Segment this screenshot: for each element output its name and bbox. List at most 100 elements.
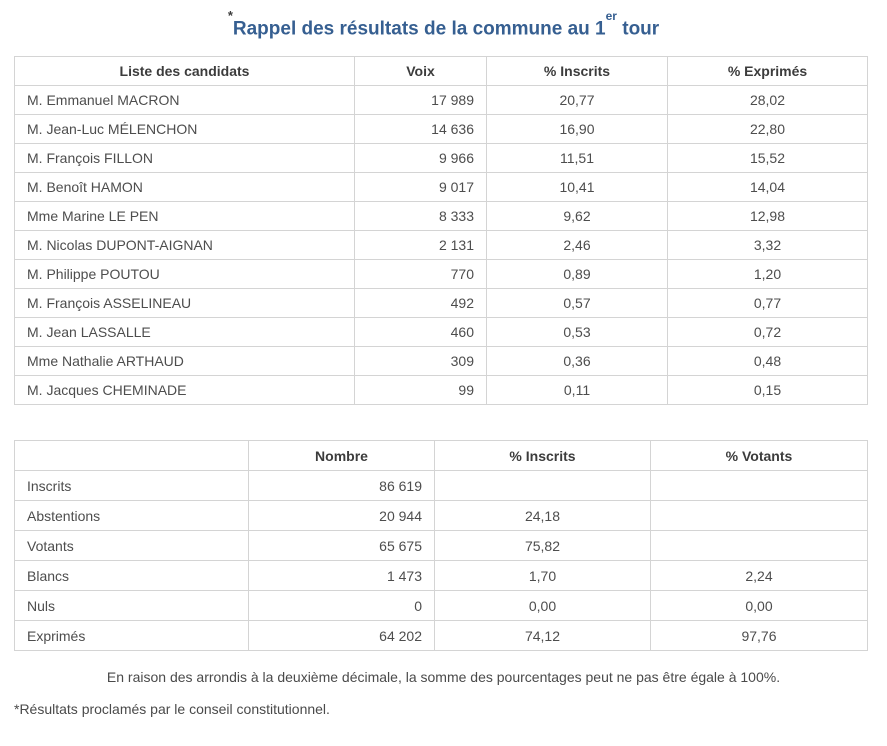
pct-exprimes-cell: 12,98 — [667, 201, 868, 232]
voix-cell: 2 131 — [354, 230, 487, 261]
header-liste-des-candidats: Liste des candidats — [14, 56, 355, 87]
candidate-name-cell: M. Philippe POUTOU — [14, 259, 355, 290]
pct-exprimes-cell: 15,52 — [667, 143, 868, 174]
pct-inscrits-cell: 0,57 — [486, 288, 668, 319]
pct-inscrits-cell — [434, 470, 651, 502]
header-pct-inscrits: % Inscrits — [486, 56, 668, 87]
nombre-cell: 0 — [248, 590, 435, 622]
page-title: *Rappel des résultats de la commune au 1… — [0, 8, 887, 42]
title-ordinal-superscript: er — [605, 9, 617, 23]
candidate-name-cell: M. François FILLON — [14, 143, 355, 174]
voix-cell: 492 — [354, 288, 487, 319]
candidate-row: M. Philippe POUTOU 770 0,89 1,20 — [14, 259, 868, 290]
pct-inscrits-cell: 11,51 — [486, 143, 668, 174]
participation-row: Exprimés 64 202 74,12 97,76 — [14, 620, 868, 652]
voix-cell: 460 — [354, 317, 487, 348]
nombre-cell: 65 675 — [248, 530, 435, 562]
pct-exprimes-cell: 14,04 — [667, 172, 868, 203]
pct-exprimes-cell: 0,15 — [667, 375, 868, 406]
pct-inscrits-cell: 0,11 — [486, 375, 668, 406]
pct-exprimes-cell: 1,20 — [667, 259, 868, 290]
candidate-name-cell: M. Emmanuel MACRON — [14, 85, 355, 116]
nombre-cell: 20 944 — [248, 500, 435, 532]
pct-inscrits-cell: 16,90 — [486, 114, 668, 145]
candidate-name-cell: Mme Marine LE PEN — [14, 201, 355, 232]
voix-cell: 9 966 — [354, 143, 487, 174]
pct-votants-cell: 0,00 — [650, 590, 868, 622]
candidate-row: M. François ASSELINEAU 492 0,57 0,77 — [14, 288, 868, 319]
pct-inscrits-cell: 20,77 — [486, 85, 668, 116]
pct-inscrits-cell: 9,62 — [486, 201, 668, 232]
participation-label-cell: Abstentions — [14, 500, 249, 532]
header-pct-votants: % Votants — [650, 440, 868, 472]
candidate-name-cell: M. Jean-Luc MÉLENCHON — [14, 114, 355, 145]
participation-header-row: Nombre % Inscrits % Votants — [14, 440, 868, 472]
pct-votants-cell — [650, 470, 868, 502]
pct-votants-cell: 97,76 — [650, 620, 868, 652]
pct-inscrits-cell: 74,12 — [434, 620, 651, 652]
pct-inscrits-cell: 2,46 — [486, 230, 668, 261]
candidate-row: M. Jean-Luc MÉLENCHON 14 636 16,90 22,80 — [14, 114, 868, 145]
nombre-cell: 1 473 — [248, 560, 435, 592]
header-voix: Voix — [354, 56, 487, 87]
results-page: *Rappel des résultats de la commune au 1… — [0, 8, 887, 737]
participation-label-cell: Blancs — [14, 560, 249, 592]
candidate-row: Mme Nathalie ARTHAUD 309 0,36 0,48 — [14, 346, 868, 377]
participation-row: Inscrits 86 619 — [14, 470, 868, 502]
pct-exprimes-cell: 0,77 — [667, 288, 868, 319]
voix-cell: 8 333 — [354, 201, 487, 232]
header-pct-inscrits: % Inscrits — [434, 440, 651, 472]
pct-inscrits-cell: 75,82 — [434, 530, 651, 562]
pct-exprimes-cell: 28,02 — [667, 85, 868, 116]
candidate-row: M. Jean LASSALLE 460 0,53 0,72 — [14, 317, 868, 348]
candidates-header-row: Liste des candidats Voix % Inscrits % Ex… — [14, 56, 868, 87]
candidate-row: M. François FILLON 9 966 11,51 15,52 — [14, 143, 868, 174]
rounding-footnote: En raison des arrondis à la deuxième déc… — [106, 669, 781, 686]
header-nombre: Nombre — [248, 440, 435, 472]
candidate-name-cell: M. Jean LASSALLE — [14, 317, 355, 348]
candidate-name-cell: M. Nicolas DUPONT-AIGNAN — [14, 230, 355, 261]
candidate-name-cell: M. Jacques CHEMINADE — [14, 375, 355, 406]
candidate-row: M. Benoît HAMON 9 017 10,41 14,04 — [14, 172, 868, 203]
title-text: Rappel des résultats de la commune au 1 — [232, 18, 606, 40]
pct-exprimes-cell: 3,32 — [667, 230, 868, 261]
participation-table: Nombre % Inscrits % Votants Inscrits 86 … — [14, 440, 868, 652]
official-results-footnote: *Résultats proclamés par le conseil cons… — [14, 701, 330, 718]
voix-cell: 309 — [354, 346, 487, 377]
participation-row: Nuls 0 0,00 0,00 — [14, 590, 868, 622]
candidate-row: M. Nicolas DUPONT-AIGNAN 2 131 2,46 3,32 — [14, 230, 868, 261]
voix-cell: 9 017 — [354, 172, 487, 203]
candidates-results-table: Liste des candidats Voix % Inscrits % Ex… — [14, 56, 868, 406]
candidate-row: M. Jacques CHEMINADE 99 0,11 0,15 — [14, 375, 868, 406]
voix-cell: 99 — [354, 375, 487, 406]
pct-exprimes-cell: 0,48 — [667, 346, 868, 377]
participation-row: Blancs 1 473 1,70 2,24 — [14, 560, 868, 592]
nombre-cell: 64 202 — [248, 620, 435, 652]
participation-label-cell: Nuls — [14, 590, 249, 622]
pct-inscrits-cell: 0,36 — [486, 346, 668, 377]
candidate-row: M. Emmanuel MACRON 17 989 20,77 28,02 — [14, 85, 868, 116]
candidate-row: Mme Marine LE PEN 8 333 9,62 12,98 — [14, 201, 868, 232]
pct-inscrits-cell: 10,41 — [486, 172, 668, 203]
title-asterisk-marker: * — [227, 8, 233, 23]
pct-votants-cell — [650, 500, 868, 532]
voix-cell: 770 — [354, 259, 487, 290]
nombre-cell: 86 619 — [248, 470, 435, 502]
participation-label-cell: Votants — [14, 530, 249, 562]
header-empty — [14, 440, 249, 472]
pct-inscrits-cell: 0,00 — [434, 590, 651, 622]
participation-row: Abstentions 20 944 24,18 — [14, 500, 868, 532]
header-pct-exprimes: % Exprimés — [667, 56, 868, 87]
voix-cell: 17 989 — [354, 85, 487, 116]
candidate-name-cell: M. François ASSELINEAU — [14, 288, 355, 319]
pct-votants-cell: 2,24 — [650, 560, 868, 592]
voix-cell: 14 636 — [354, 114, 487, 145]
candidate-name-cell: Mme Nathalie ARTHAUD — [14, 346, 355, 377]
pct-exprimes-cell: 0,72 — [667, 317, 868, 348]
pct-inscrits-cell: 0,53 — [486, 317, 668, 348]
pct-inscrits-cell: 24,18 — [434, 500, 651, 532]
pct-inscrits-cell: 0,89 — [486, 259, 668, 290]
pct-votants-cell — [650, 530, 868, 562]
pct-exprimes-cell: 22,80 — [667, 114, 868, 145]
pct-inscrits-cell: 1,70 — [434, 560, 651, 592]
